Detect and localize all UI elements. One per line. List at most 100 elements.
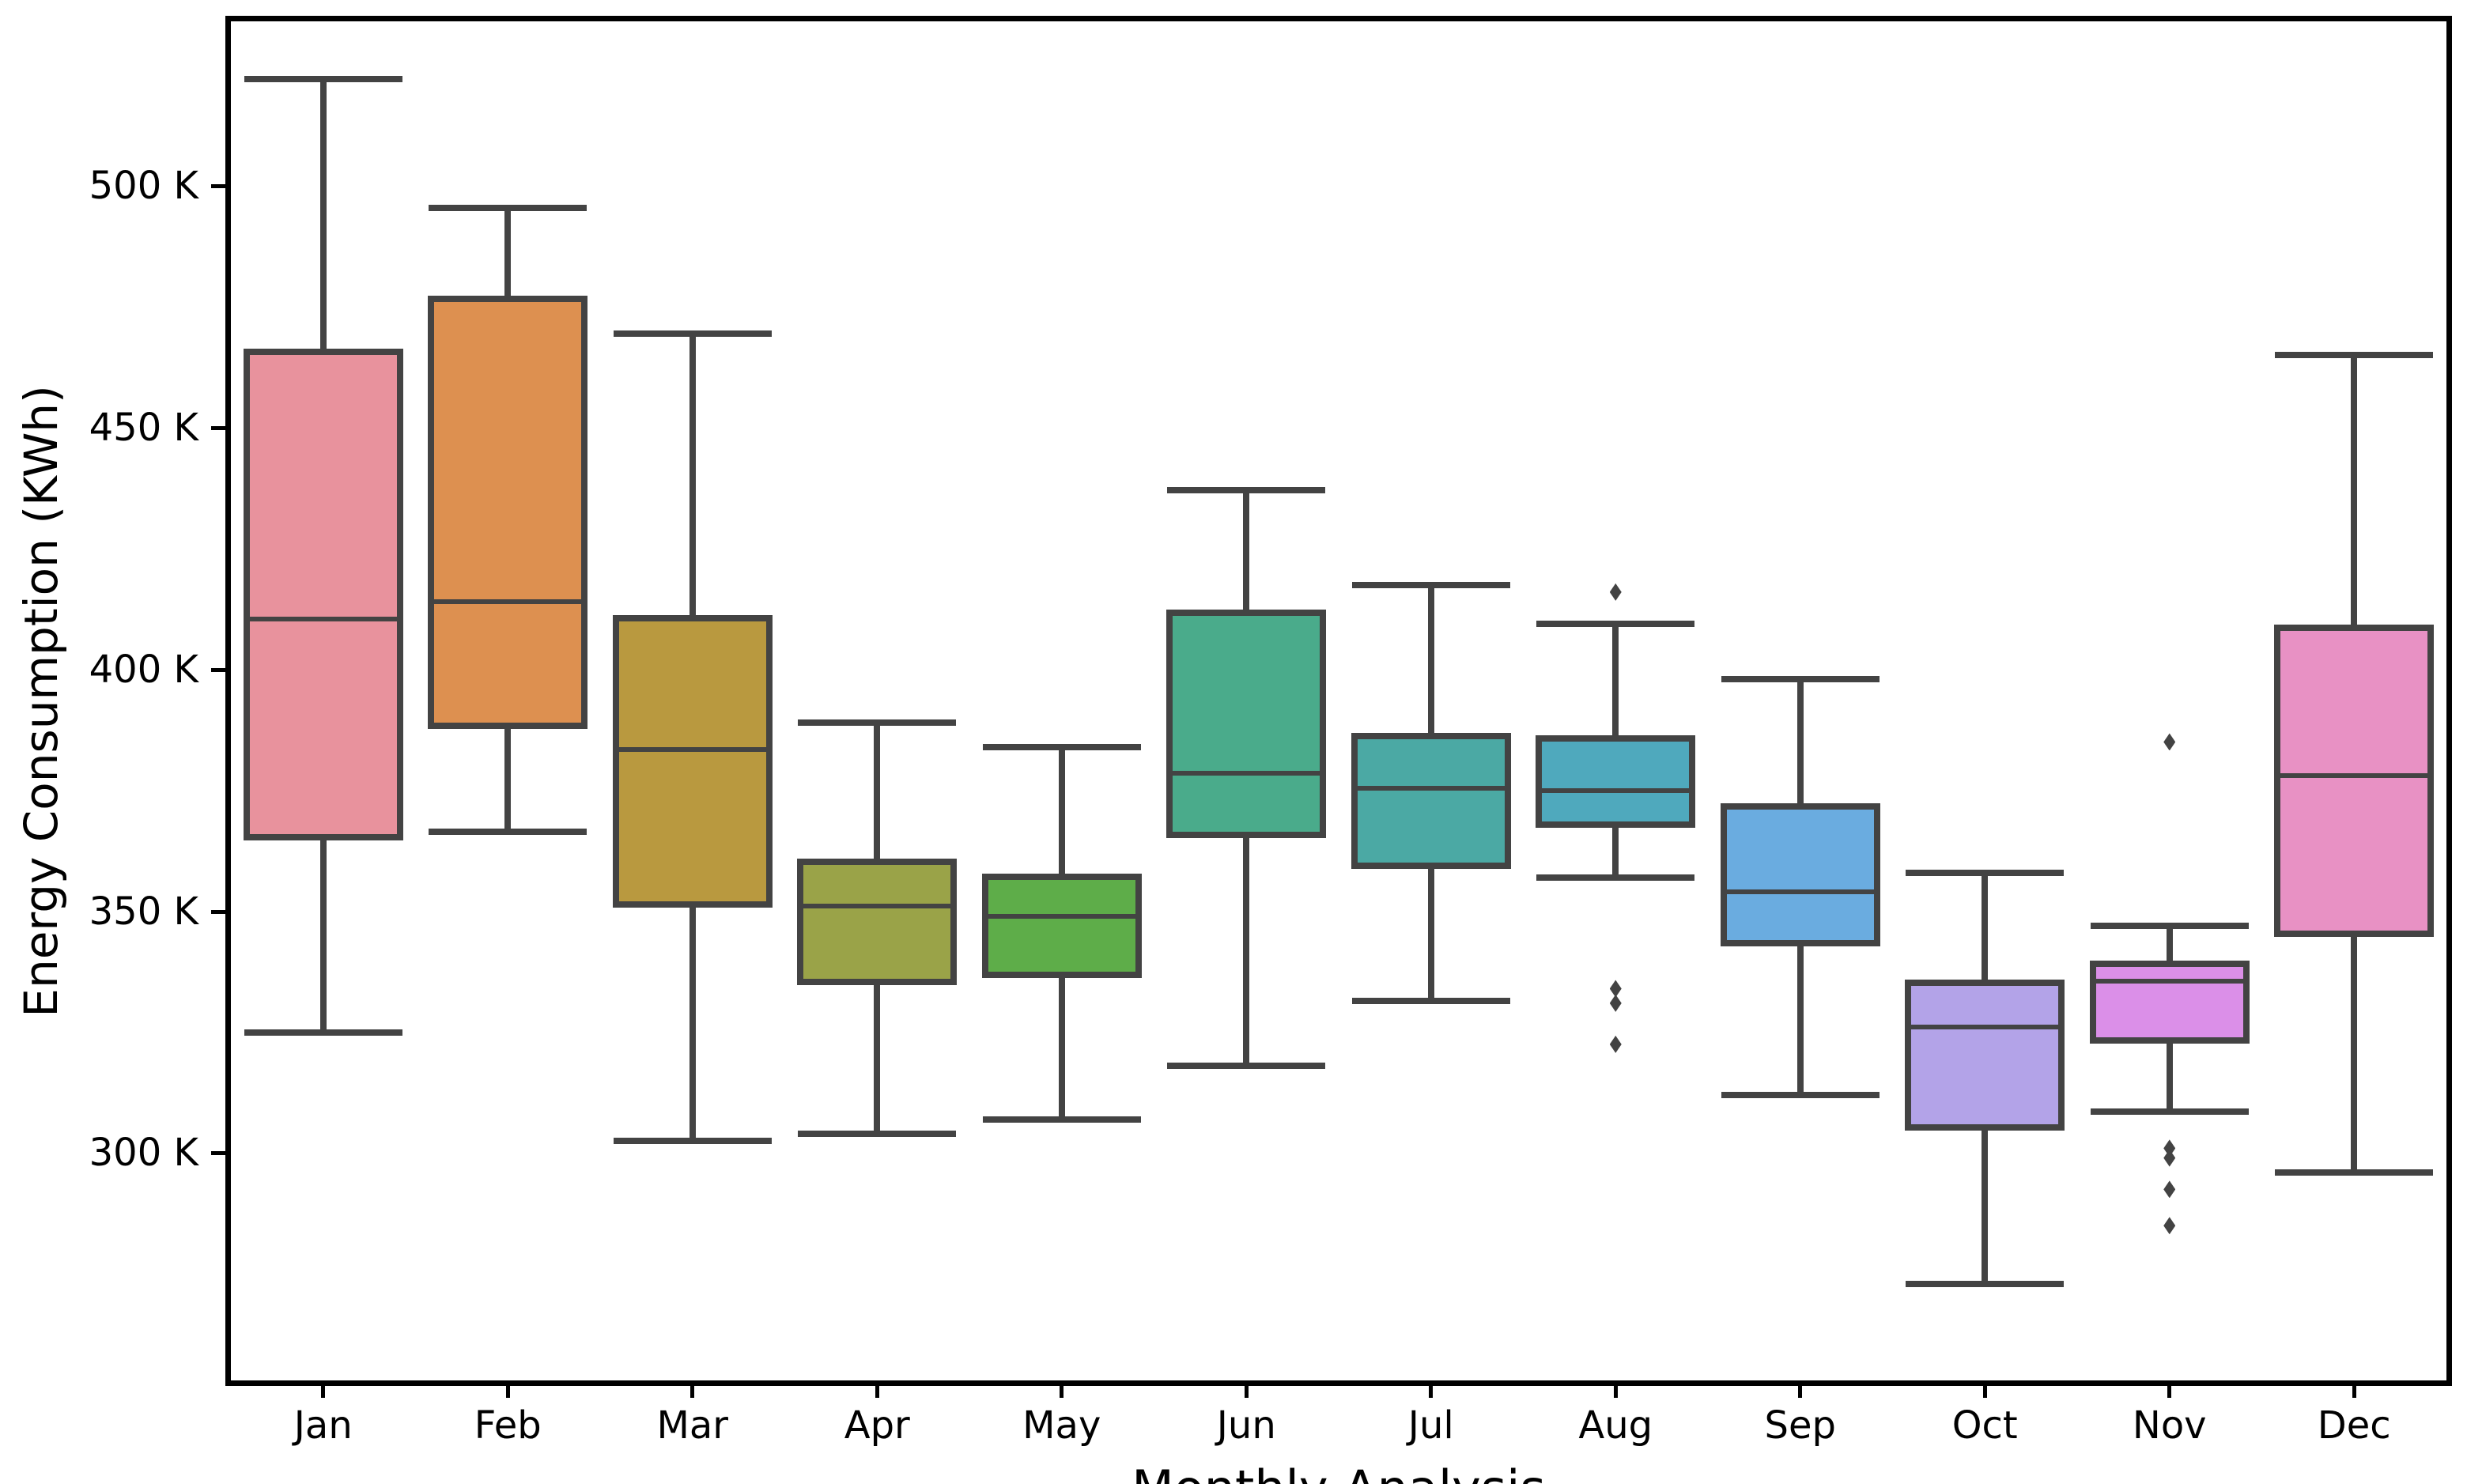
lower-cap-feb (429, 828, 587, 835)
upper-whisker-sep (1796, 678, 1804, 810)
y-tick-label: 500 K (89, 163, 198, 208)
upper-cap-jan (244, 76, 402, 83)
y-tick-mark (211, 667, 225, 672)
x-tick-label-feb: Feb (474, 1403, 542, 1448)
upper-whisker-dec (2351, 355, 2358, 631)
upper-cap-nov (2090, 922, 2249, 929)
x-tick-label-mar: Mar (656, 1403, 729, 1448)
median-jul (1357, 785, 1505, 791)
top-spine (225, 16, 2452, 21)
outlier-aug-1 (1609, 980, 1622, 998)
lower-cap-aug (1536, 874, 1695, 881)
median-jun (1173, 771, 1320, 776)
box-jun (1166, 610, 1327, 838)
x-tick-label-nov: Nov (2132, 1403, 2207, 1448)
lower-cap-dec (2275, 1169, 2434, 1176)
lower-whisker-mar (689, 901, 696, 1142)
upper-cap-may (982, 743, 1141, 750)
lower-cap-apr (798, 1131, 957, 1137)
x-tick-mark (321, 1386, 326, 1398)
upper-cap-feb (429, 204, 587, 211)
box-sep (1720, 803, 1880, 947)
lower-cap-sep (1721, 1092, 1880, 1099)
upper-cap-sep (1721, 675, 1880, 682)
lower-whisker-jun (1243, 831, 1250, 1067)
median-aug (1542, 787, 1690, 793)
x-tick-label-oct: Oct (1951, 1403, 2018, 1448)
lower-whisker-sep (1796, 940, 1804, 1096)
median-apr (803, 904, 951, 909)
outlier-nov-3 (2163, 1180, 2176, 1199)
x-tick-label-sep: Sep (1764, 1403, 1836, 1448)
lower-cap-may (982, 1116, 1141, 1123)
x-tick-mark (1798, 1386, 1803, 1398)
x-tick-mark (1060, 1386, 1064, 1398)
box-may (981, 873, 1142, 979)
lower-whisker-jan (319, 833, 327, 1033)
x-tick-mark (1244, 1386, 1249, 1398)
outlier-nov-0 (2163, 733, 2176, 751)
outlier-aug-2 (1609, 994, 1622, 1012)
box-feb (428, 295, 588, 729)
lower-cap-jun (1167, 1063, 1326, 1070)
lower-cap-oct (1906, 1280, 2065, 1287)
x-tick-label-jan: Jan (293, 1403, 353, 1448)
right-spine (2446, 16, 2452, 1386)
box-mar (612, 614, 773, 908)
upper-whisker-oct (1982, 872, 1989, 987)
left-spine (225, 16, 231, 1386)
lower-whisker-apr (874, 979, 881, 1134)
x-tick-mark (2352, 1386, 2356, 1398)
median-mar (618, 746, 766, 752)
outlier-aug-3 (1609, 1035, 1622, 1053)
x-axis-label: Monthly Analysis (1131, 1459, 1545, 1484)
upper-cap-jul (1351, 581, 1510, 588)
upper-whisker-feb (504, 207, 512, 302)
box-aug (1536, 735, 1696, 829)
upper-cap-dec (2275, 352, 2434, 359)
x-tick-mark (1613, 1386, 1618, 1398)
lower-whisker-nov (2166, 1037, 2173, 1112)
x-tick-mark (2167, 1386, 2172, 1398)
box-dec (2274, 624, 2435, 938)
y-tick-label: 450 K (89, 405, 198, 450)
lower-whisker-aug (1612, 821, 1619, 878)
upper-whisker-jan (319, 79, 327, 356)
y-tick-mark (211, 909, 225, 914)
box-jul (1351, 733, 1511, 870)
upper-whisker-jul (1427, 584, 1434, 740)
x-tick-label-jul: Jul (1407, 1403, 1454, 1448)
box-oct (1905, 980, 2065, 1131)
lower-whisker-oct (1982, 1123, 1989, 1284)
y-tick-mark (211, 1151, 225, 1156)
outlier-aug-0 (1609, 583, 1622, 601)
x-tick-label-apr: Apr (844, 1403, 910, 1448)
y-tick-label: 300 K (89, 1131, 198, 1176)
bottom-spine (225, 1380, 2452, 1386)
lower-whisker-feb (504, 723, 512, 832)
median-may (988, 913, 1135, 919)
x-tick-mark (505, 1386, 510, 1398)
lower-whisker-may (1058, 972, 1065, 1120)
box-nov (2089, 960, 2250, 1044)
outlier-nov-1 (2163, 1139, 2176, 1157)
x-tick-mark (690, 1386, 695, 1398)
upper-whisker-mar (689, 333, 696, 621)
x-tick-label-may: May (1022, 1403, 1101, 1448)
outlier-nov-2 (2163, 1149, 2176, 1167)
y-tick-label: 350 K (89, 889, 198, 934)
median-nov (2095, 979, 2243, 984)
upper-cap-apr (798, 719, 957, 727)
x-tick-mark (875, 1386, 879, 1398)
x-tick-mark (1429, 1386, 1434, 1398)
box-jan (243, 349, 403, 840)
x-tick-label-aug: Aug (1578, 1403, 1653, 1448)
median-jan (249, 616, 397, 621)
median-oct (1911, 1025, 2059, 1030)
y-tick-label: 400 K (89, 647, 198, 692)
lower-whisker-jul (1427, 863, 1434, 1001)
upper-whisker-jun (1243, 490, 1250, 617)
x-tick-label-dec: Dec (2317, 1403, 2391, 1448)
y-tick-mark (211, 425, 225, 430)
